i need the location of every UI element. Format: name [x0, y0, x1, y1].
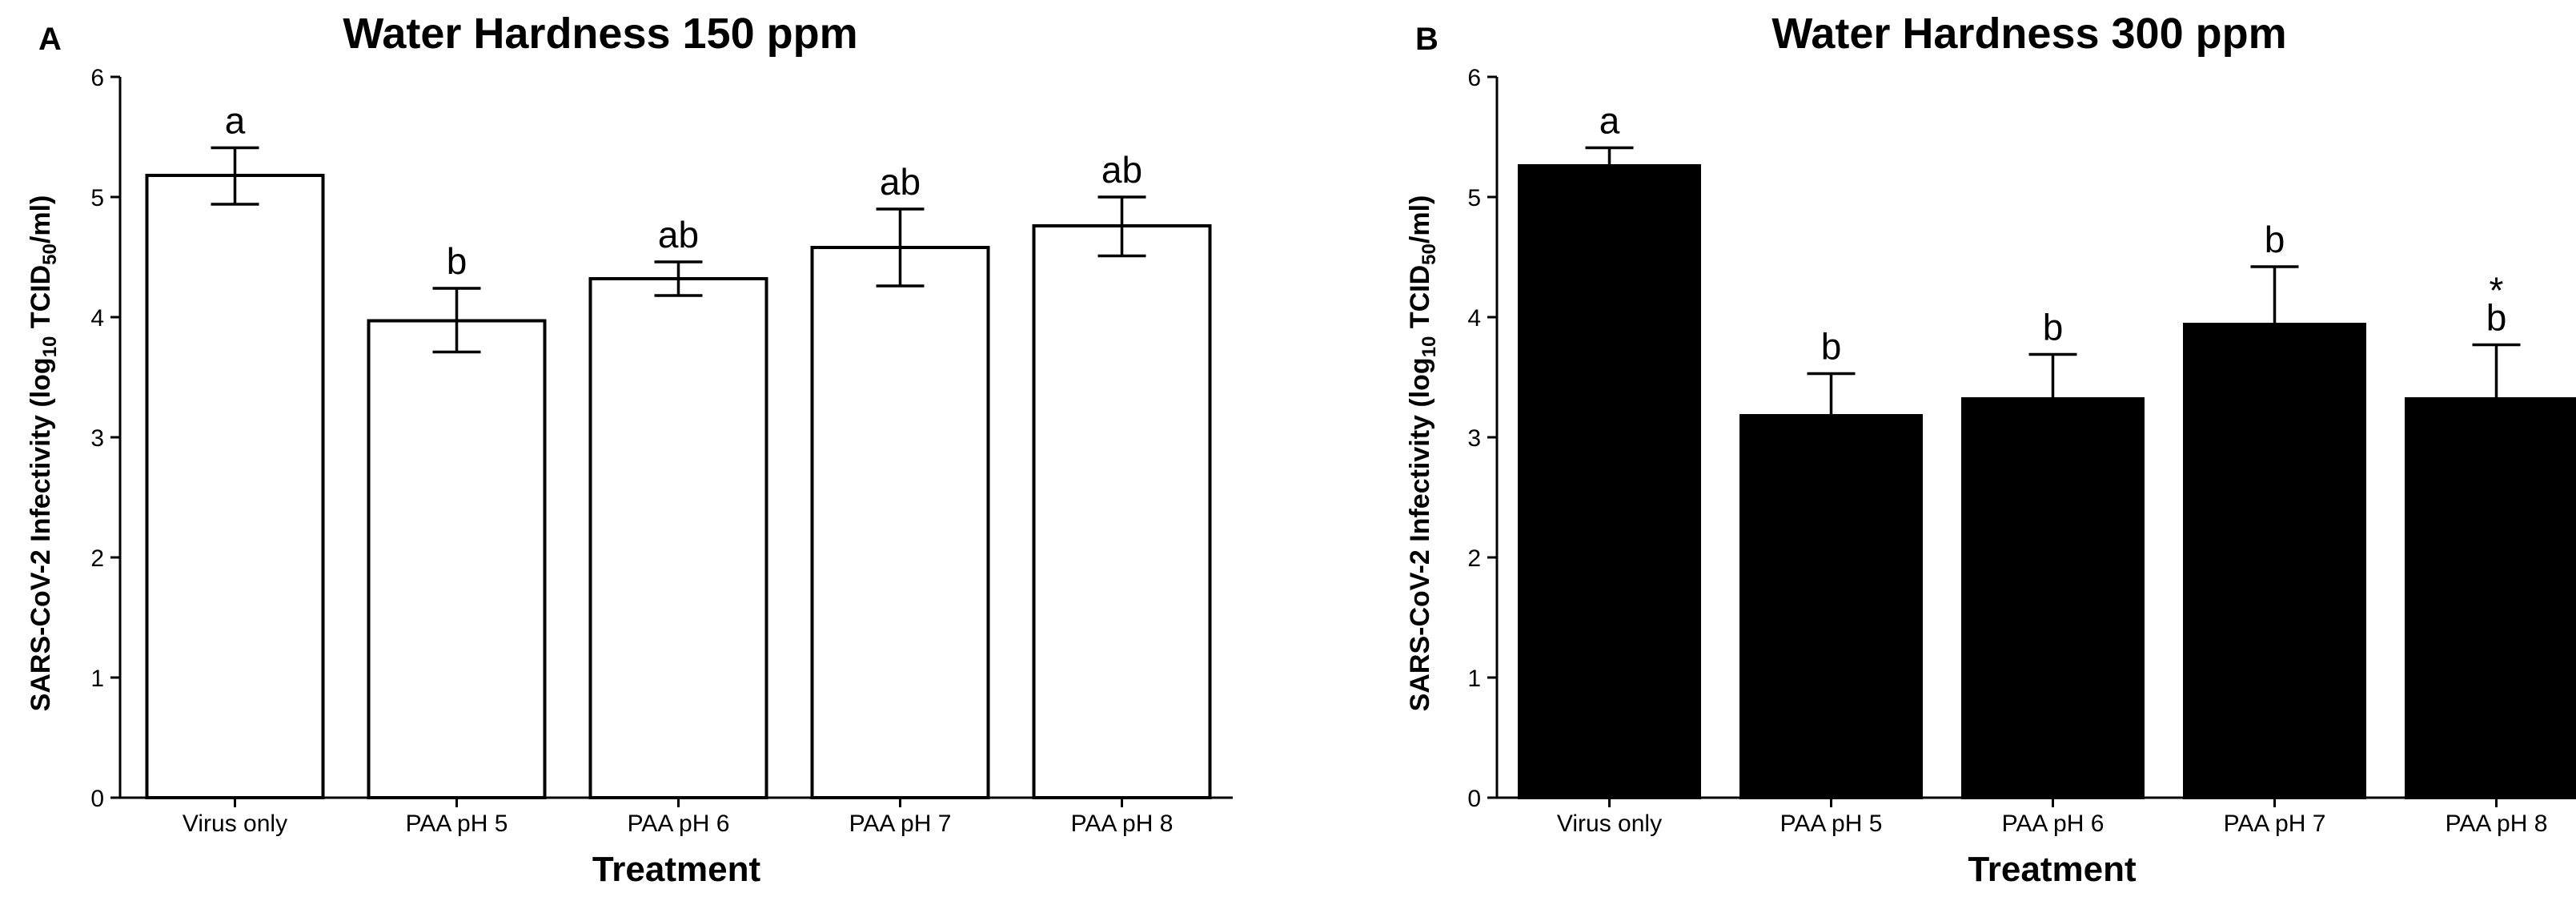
y-axis-title: SARS-CoV-2 Infectivity (log10 TCID50/ml): [26, 195, 61, 712]
bar-paa-ph-6: [588, 277, 768, 799]
y-tick-label: 6: [1467, 65, 1481, 91]
significance-label: a: [1599, 100, 1620, 142]
error-bar: [1097, 195, 1146, 258]
y-axis-title-subscript: 50: [39, 243, 61, 265]
y-tick-label: 3: [90, 425, 104, 452]
y-tick-label: 0: [90, 786, 104, 812]
x-category-label: PAA pH 7: [2224, 810, 2326, 837]
bar-paa-ph-7: [810, 246, 990, 799]
y-tick-label: 4: [1467, 305, 1481, 332]
y-axis-title-subscript: 10: [39, 336, 61, 358]
y-axis-title-part: TCID: [26, 265, 56, 336]
x-category-label: PAA pH 5: [1780, 810, 1883, 837]
significance-label: b: [2265, 219, 2285, 260]
chart-title: Water Hardness 300 ppm: [1772, 10, 2286, 58]
y-axis-title-part: SARS-CoV-2 Infectivity (log: [1405, 357, 1435, 711]
bar-virus-only: [145, 174, 325, 799]
error-bar: [211, 146, 259, 206]
y-tick-label: 2: [90, 545, 104, 572]
error-bar: [654, 260, 703, 297]
bar-paa-ph-7: [2183, 323, 2366, 799]
x-category-label: Virus only: [1557, 810, 1662, 837]
y-tick-label: 3: [1467, 425, 1481, 452]
significance-label: ab: [1101, 149, 1142, 191]
significance-label: b: [447, 240, 467, 282]
bar-virus-only: [1518, 164, 1701, 799]
error-bar: [2028, 352, 2077, 399]
y-axis-title-part: TCID: [1405, 265, 1435, 336]
x-category-label: PAA pH 6: [2002, 810, 2105, 837]
x-category-label: PAA pH 8: [2446, 810, 2548, 837]
y-tick-label: 1: [1467, 666, 1481, 692]
panel-letter: B: [1415, 22, 1438, 57]
bar-paa-ph-8: [2405, 397, 2576, 799]
error-bar: [1807, 372, 1856, 416]
x-category-label: PAA pH 6: [628, 810, 730, 837]
significance-label: ab: [658, 214, 699, 255]
y-axis-title-subscript: 10: [1418, 336, 1440, 358]
x-category-label: PAA pH 8: [1071, 810, 1174, 837]
panel-a: A Water Hardness 150 ppm 0 1 2 3 4 5 6 a Virus onl…: [26, 10, 1233, 889]
x-axis-title: Treatment: [1968, 850, 2137, 889]
significance-label: b: [1821, 326, 1842, 368]
x-axis-title: Treatment: [592, 850, 761, 889]
bar-paa-ph-5: [1739, 414, 1923, 799]
panel-b: B Water Hardness 300 ppm 0 1 2 3 4 5 6 a Virus onl…: [1405, 10, 2576, 889]
y-tick-label: 6: [90, 65, 104, 91]
significance-label: a: [225, 100, 246, 142]
y-axis-title-part: /ml): [26, 195, 56, 243]
significance-label: b: [2043, 307, 2064, 348]
error-bar: [2250, 265, 2299, 324]
y-axis-title-part: SARS-CoV-2 Infectivity (log: [26, 357, 56, 711]
y-tick-label: 1: [90, 666, 104, 692]
y-axis-title: SARS-CoV-2 Infectivity (log10 TCID50/ml): [1405, 195, 1440, 712]
y-axis-title-part: /ml): [1405, 195, 1435, 243]
error-bar: [2472, 343, 2521, 399]
error-bar: [432, 287, 481, 354]
x-category-label: PAA pH 5: [406, 810, 508, 837]
y-tick-label: 0: [1467, 786, 1481, 812]
error-bar: [1585, 146, 1634, 166]
y-axis-title-subscript: 50: [1418, 243, 1440, 265]
x-category-label: PAA pH 7: [849, 810, 952, 837]
significance-label: ab: [880, 161, 921, 203]
y-tick-label: 5: [90, 185, 104, 211]
panel-letter: A: [38, 22, 62, 57]
bar-paa-ph-8: [1032, 224, 1212, 799]
bar-paa-ph-6: [1961, 397, 2145, 799]
error-bar: [876, 207, 925, 288]
y-tick-label: 5: [1467, 185, 1481, 211]
y-tick-label: 2: [1467, 545, 1481, 572]
asterisk-annotation: *: [2490, 270, 2504, 312]
chart-title: Water Hardness 150 ppm: [343, 10, 857, 58]
y-tick-label: 4: [90, 305, 104, 332]
bar-paa-ph-5: [367, 319, 547, 799]
x-category-label: Virus only: [183, 810, 287, 837]
significance-label: b: [2486, 297, 2507, 339]
